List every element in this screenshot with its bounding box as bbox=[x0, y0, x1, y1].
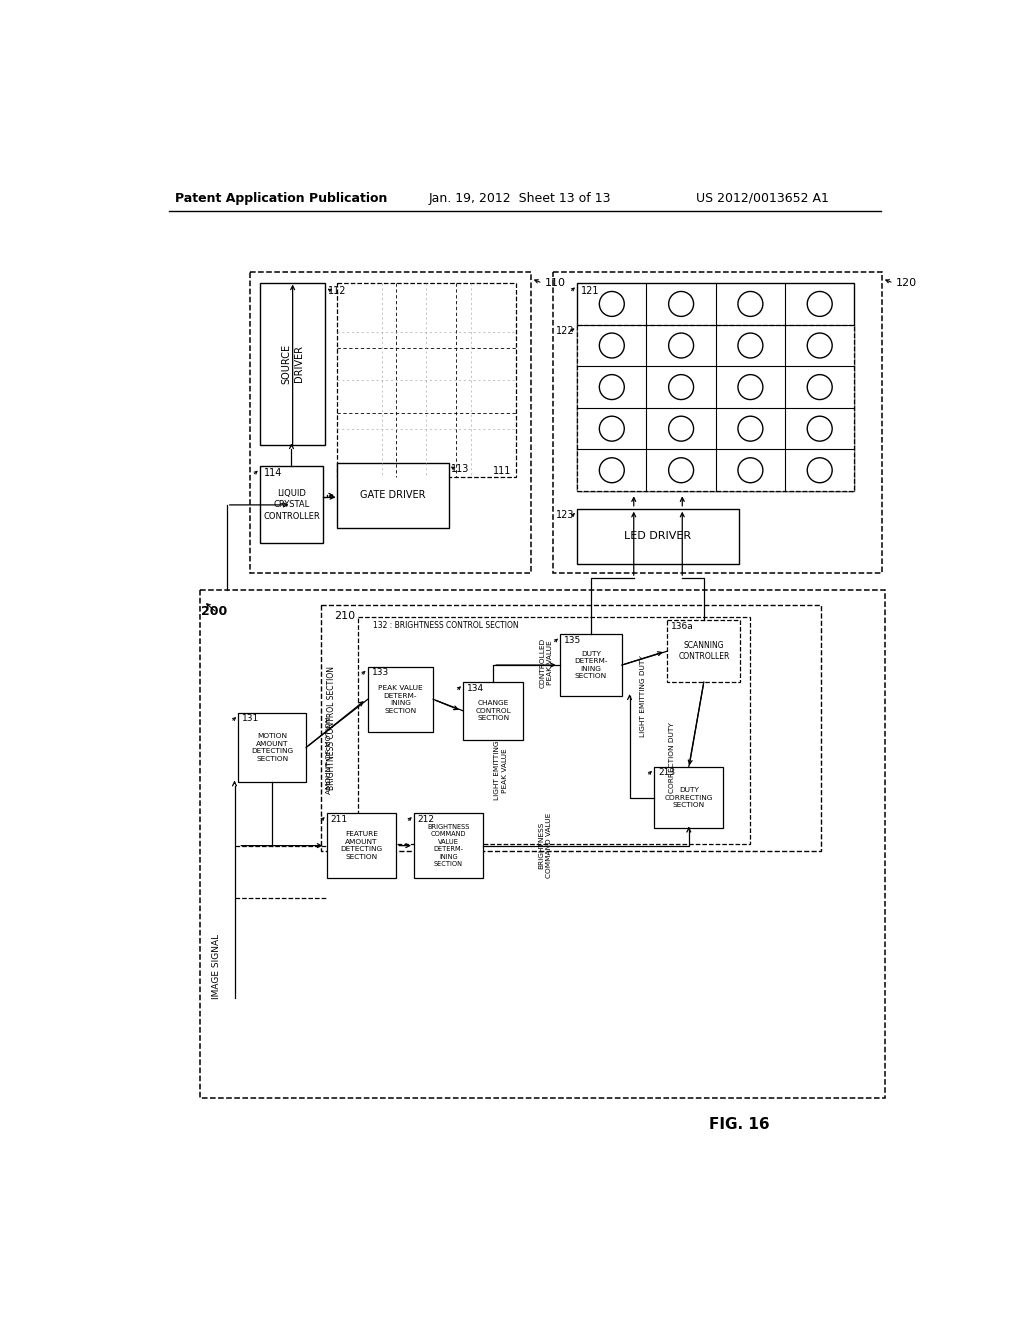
Bar bbox=[463, 682, 523, 739]
Text: PEAK VALUE
DETERM-
INING
SECTION: PEAK VALUE DETERM- INING SECTION bbox=[378, 685, 423, 714]
Bar bbox=[357, 616, 751, 843]
Text: 123: 123 bbox=[556, 510, 574, 520]
Text: BRIGHTNESS
COMMAND VALUE: BRIGHTNESS COMMAND VALUE bbox=[538, 813, 552, 878]
Text: CHANGE
CONTROL
SECTION: CHANGE CONTROL SECTION bbox=[475, 701, 511, 721]
Bar bbox=[654, 767, 724, 829]
Bar bbox=[260, 466, 323, 544]
Text: Jan. 19, 2012  Sheet 13 of 13: Jan. 19, 2012 Sheet 13 of 13 bbox=[428, 191, 610, 205]
Text: 212: 212 bbox=[418, 814, 435, 824]
Text: 210: 210 bbox=[335, 611, 355, 620]
Text: CORRECTION DUTY: CORRECTION DUTY bbox=[670, 722, 675, 793]
Text: US 2012/0013652 A1: US 2012/0013652 A1 bbox=[695, 191, 828, 205]
Bar bbox=[260, 284, 326, 445]
Text: IMAGE SIGNAL: IMAGE SIGNAL bbox=[212, 935, 221, 999]
Text: BRIGHTNESS
COMMAND
VALUE
DETERM-
INING
SECTION: BRIGHTNESS COMMAND VALUE DETERM- INING S… bbox=[427, 824, 470, 867]
Text: 200: 200 bbox=[201, 605, 227, 618]
Text: 136a: 136a bbox=[671, 622, 694, 631]
Bar bbox=[578, 325, 854, 491]
Text: LIQUID
CRYSTAL
CONTROLLER: LIQUID CRYSTAL CONTROLLER bbox=[263, 490, 319, 520]
Bar bbox=[250, 272, 531, 573]
Text: LIGHT EMITTING DUTY: LIGHT EMITTING DUTY bbox=[640, 655, 646, 737]
Text: DUTY
DETERM-
INING
SECTION: DUTY DETERM- INING SECTION bbox=[574, 651, 608, 680]
Bar bbox=[327, 813, 396, 878]
Text: AMOUNT OF MOTION: AMOUNT OF MOTION bbox=[327, 717, 332, 793]
Bar bbox=[337, 284, 515, 478]
Bar bbox=[560, 635, 622, 696]
Text: 120: 120 bbox=[896, 279, 918, 288]
Text: 113: 113 bbox=[451, 463, 469, 474]
Text: Patent Application Publication: Patent Application Publication bbox=[174, 191, 387, 205]
Text: 211: 211 bbox=[331, 814, 348, 824]
Text: 112: 112 bbox=[328, 286, 346, 296]
Bar bbox=[578, 284, 854, 491]
Text: 133: 133 bbox=[372, 668, 389, 677]
Text: FIG. 16: FIG. 16 bbox=[709, 1117, 769, 1133]
Bar bbox=[414, 813, 483, 878]
Text: 134: 134 bbox=[467, 684, 484, 693]
Bar bbox=[200, 590, 885, 1098]
Text: CONTROLLED
PEAK VALUE: CONTROLLED PEAK VALUE bbox=[540, 638, 553, 688]
Text: 131: 131 bbox=[243, 714, 259, 723]
Text: LIGHT EMITTING
PEAK VALUE: LIGHT EMITTING PEAK VALUE bbox=[495, 741, 508, 800]
Bar bbox=[321, 605, 821, 851]
Bar bbox=[668, 620, 740, 682]
Text: FEATURE
AMOUNT
DETECTING
SECTION: FEATURE AMOUNT DETECTING SECTION bbox=[341, 832, 383, 859]
Text: SCANNING
CONTROLLER: SCANNING CONTROLLER bbox=[678, 642, 729, 661]
Text: DUTY
CORRECTING
SECTION: DUTY CORRECTING SECTION bbox=[665, 787, 713, 808]
Bar bbox=[368, 667, 433, 733]
Text: BRIGHTNESS CONTROL SECTION: BRIGHTNESS CONTROL SECTION bbox=[327, 667, 336, 791]
Text: 132 : BRIGHTNESS CONTROL SECTION: 132 : BRIGHTNESS CONTROL SECTION bbox=[373, 622, 519, 630]
Text: MOTION
AMOUNT
DETECTING
SECTION: MOTION AMOUNT DETECTING SECTION bbox=[251, 733, 293, 762]
Bar bbox=[239, 713, 306, 781]
Text: SOURCE
DRIVER: SOURCE DRIVER bbox=[282, 345, 304, 384]
Bar bbox=[337, 462, 449, 528]
Text: 121: 121 bbox=[581, 286, 599, 296]
Bar bbox=[578, 508, 739, 564]
Text: LED DRIVER: LED DRIVER bbox=[625, 532, 691, 541]
Text: 135: 135 bbox=[564, 636, 582, 645]
Text: 122: 122 bbox=[556, 326, 574, 335]
Text: 114: 114 bbox=[264, 467, 283, 478]
Text: 111: 111 bbox=[494, 466, 512, 477]
Text: 213: 213 bbox=[658, 768, 675, 777]
Text: GATE DRIVER: GATE DRIVER bbox=[360, 490, 426, 500]
Bar bbox=[553, 272, 882, 573]
Text: 110: 110 bbox=[545, 279, 566, 288]
